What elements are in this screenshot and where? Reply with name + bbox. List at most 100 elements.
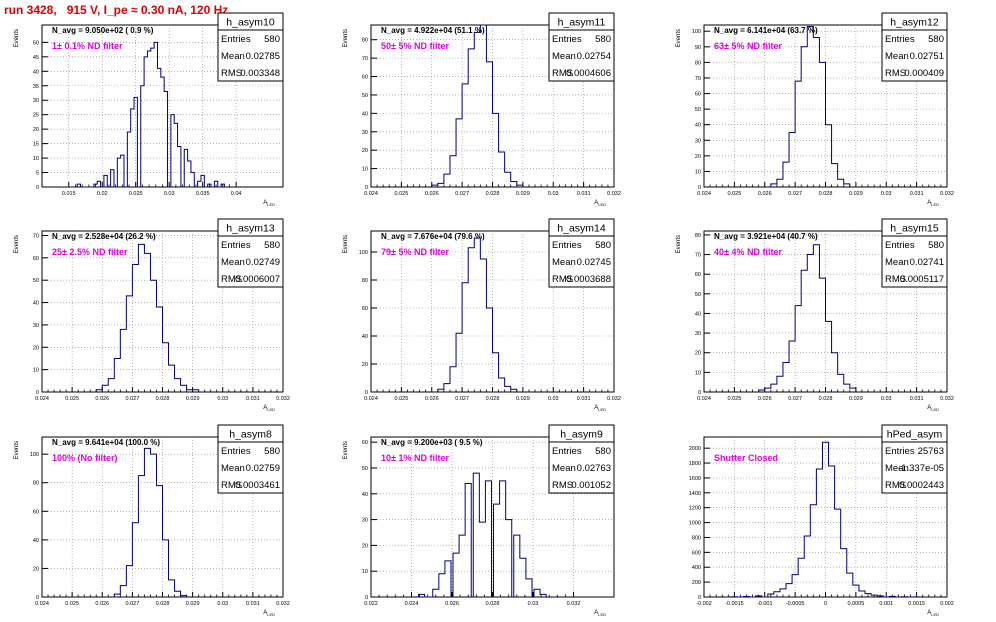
x-tick-label: 0.027 (125, 601, 139, 607)
stats-box (548, 218, 615, 288)
y-tick-label: 10 (695, 169, 701, 175)
histogram-bin (114, 358, 120, 392)
n-avg-label: N_avg = 6.141e+04 (63.7 %) (714, 26, 818, 35)
x-tick-label: 0.026 (425, 396, 439, 402)
histogram-bin (474, 32, 480, 187)
histogram-bin (208, 184, 211, 187)
stats-value: 580 (595, 34, 611, 45)
histogram-bin (795, 81, 801, 187)
filter-annotation: 79± 5% ND filter (381, 247, 449, 257)
x-tick-label: 0.032 (607, 191, 621, 197)
y-tick-label: 60 (33, 509, 39, 515)
x-tick-label: 0.025 (394, 396, 408, 402)
histogram-bin (486, 62, 492, 187)
histogram-bin (500, 481, 506, 597)
x-tick-label: 0.027 (788, 396, 802, 402)
stats-label: RMS (221, 274, 242, 285)
y-tick-label: 400 (692, 565, 701, 571)
y-tick-label: 15 (33, 142, 39, 148)
y-tick-label: 70 (362, 56, 368, 62)
histogram-bin (141, 86, 144, 187)
stats-value: 580 (928, 240, 944, 251)
histogram-bin (789, 132, 795, 187)
x-tick-label: 0.032 (567, 601, 581, 607)
histogram-panel: 0.022 0.024 0.026 0.028 0.03 0.032 0 10 20 30 40 50… (343, 424, 615, 617)
histogram-bin (150, 454, 156, 597)
x-tick-label: 0.026 (445, 601, 459, 607)
x-tick-label: 0.001 (879, 601, 893, 607)
x-tick-label: 0.035 (196, 191, 210, 197)
histogram-bin (184, 149, 187, 187)
histogram-bin (801, 270, 807, 392)
x-tick-label: 0.029 (849, 396, 863, 402)
y-tick-label: 20 (362, 543, 368, 549)
stats-label: RMS (221, 68, 242, 79)
x-tick-label: 0.03 (881, 191, 892, 197)
stats-value: 0.02754 (577, 51, 611, 62)
histogram-bin (877, 596, 883, 597)
histogram-bin (193, 390, 199, 392)
histogram-bin (132, 523, 138, 597)
x-tick-label: 0.03 (217, 601, 228, 607)
histogram-bin (826, 321, 832, 392)
stats-box (217, 12, 284, 82)
x-tick-label: 0.028 (486, 396, 500, 402)
x-tick-label: 0.022 (364, 601, 378, 607)
y-tick-label: 10 (33, 156, 39, 162)
histogram-bin (865, 594, 871, 597)
histogram-bin (154, 42, 157, 187)
histogram-bin (517, 185, 523, 187)
y-tick-label: 40 (695, 311, 701, 317)
histogram-bin (144, 57, 147, 187)
y-tick-label: 30 (362, 130, 368, 136)
y-tick-label: 40 (33, 301, 39, 307)
x-axis-label: ALED (594, 610, 606, 617)
x-tick-label: 0.0015 (908, 601, 925, 607)
y-tick-label: 20 (33, 127, 39, 133)
x-tick-label: 0.03 (164, 191, 175, 197)
histogram-line (418, 472, 547, 598)
x-tick-label: -0.0015 (725, 601, 744, 607)
y-tick-label: 30 (33, 98, 39, 104)
y-tick-label: 1000 (689, 521, 701, 527)
histogram-bin (838, 179, 844, 187)
y-tick-label: 20 (33, 345, 39, 351)
x-tick-label: 0.002 (940, 601, 954, 607)
histogram-bin (479, 522, 485, 597)
histogram-panel: -0.002 -0.0015 -0.001 -0.0005 0 0.0005 0.001 0.… (689, 424, 954, 617)
x-tick-label: 0.03 (548, 396, 559, 402)
stats-label: Mean (221, 51, 245, 62)
x-tick-label: 0.031 (910, 396, 924, 402)
histogram-bin (780, 589, 786, 597)
x-tick-label: 0.032 (276, 601, 290, 607)
filter-annotation: 25± 2.5% ND filter (52, 247, 128, 257)
histogram-bin (198, 181, 201, 187)
x-tick-label: 0.03 (881, 396, 892, 402)
histogram-bin (181, 596, 187, 597)
histogram-bin (506, 520, 512, 597)
histogram-bin (102, 385, 108, 392)
histogram-bin (163, 343, 169, 392)
x-axis-label: ALED (263, 200, 275, 207)
histogram-bin (151, 48, 154, 187)
x-tick-label: 0.015 (62, 191, 76, 197)
histogram-bin (765, 388, 771, 392)
x-tick-label: 0.024 (35, 601, 49, 607)
y-tick-label: 20 (362, 148, 368, 154)
histogram-bin (847, 573, 853, 597)
histogram-bin (526, 579, 532, 597)
y-tick-label: 0 (698, 185, 701, 191)
y-tick-label: 1600 (689, 476, 701, 482)
y-tick-label: 80 (695, 233, 701, 239)
histogram-bin (178, 147, 181, 188)
histogram-line (437, 237, 518, 392)
n-avg-label: N_avg = 3.921e+04 (40.7 %) (714, 232, 818, 241)
stats-value: 580 (595, 446, 611, 457)
histogram-bin (144, 448, 150, 597)
histogram-bin (462, 84, 468, 187)
histogram-bin (505, 386, 511, 392)
x-tick-label: 0.026 (758, 396, 772, 402)
y-tick-label: 30 (33, 323, 39, 329)
histogram-bin (114, 594, 120, 597)
